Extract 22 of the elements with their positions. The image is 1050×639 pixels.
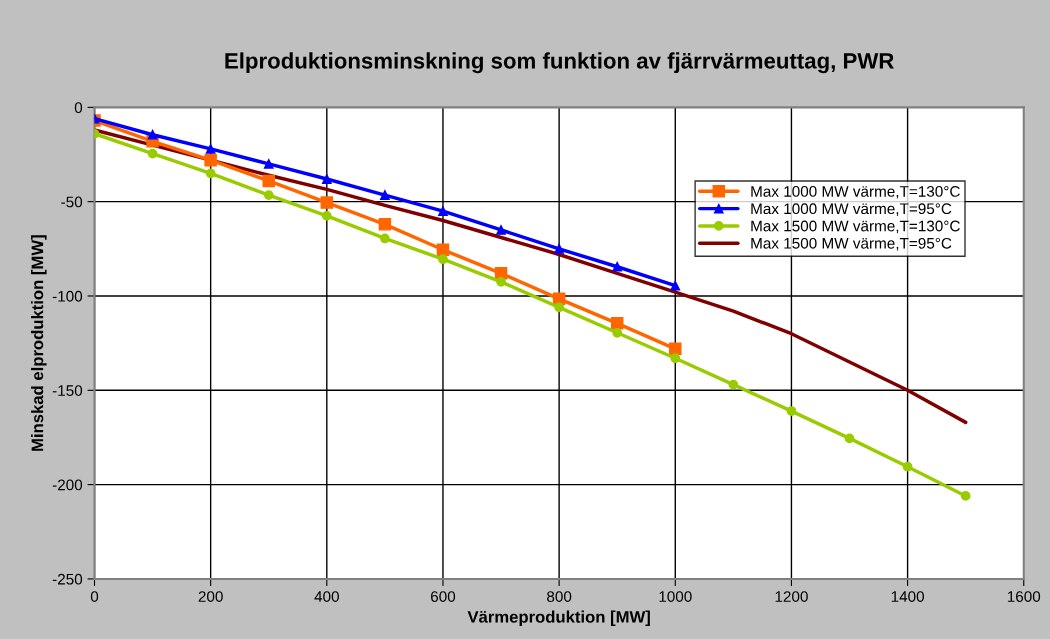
x-tick-label: 1600 <box>1007 591 1041 602</box>
x-tick-label: 600 <box>431 591 456 602</box>
y-tick-label: -150 <box>52 385 83 396</box>
legend-label: Max 1000 MW värme,T=95°C <box>751 203 952 216</box>
x-tick-label: 0 <box>90 591 99 602</box>
x-tick-label: 1000 <box>659 591 692 602</box>
y-tick-label: -200 <box>52 479 83 491</box>
x-tick-label: 200 <box>198 591 223 602</box>
x-tick-label: 1400 <box>891 591 924 602</box>
y-tick-label: 0 <box>74 102 83 114</box>
y-axis-title: Minskad elproduktion [MW] <box>31 235 47 451</box>
legend-label: Max 1000 MW värme,T=130°C <box>751 186 960 199</box>
x-tick-label: 1200 <box>775 591 808 602</box>
x-tick-label: 800 <box>547 591 572 602</box>
x-tick-label: 400 <box>314 591 339 602</box>
legend-label: Max 1500 MW värme,T=95°C <box>751 237 952 251</box>
chart-title: Elproduktionsminskning som funktion av fjärrvärmeuttag, PWR <box>225 52 894 74</box>
x-axis-title: Värmeproduktion [MW] <box>467 610 650 627</box>
y-tick-label: -250 <box>52 573 83 585</box>
legend-label: Max 1500 MW värme,T=130°C <box>751 220 960 234</box>
y-tick-label: -100 <box>52 290 83 302</box>
y-tick-label: -50 <box>61 196 83 208</box>
